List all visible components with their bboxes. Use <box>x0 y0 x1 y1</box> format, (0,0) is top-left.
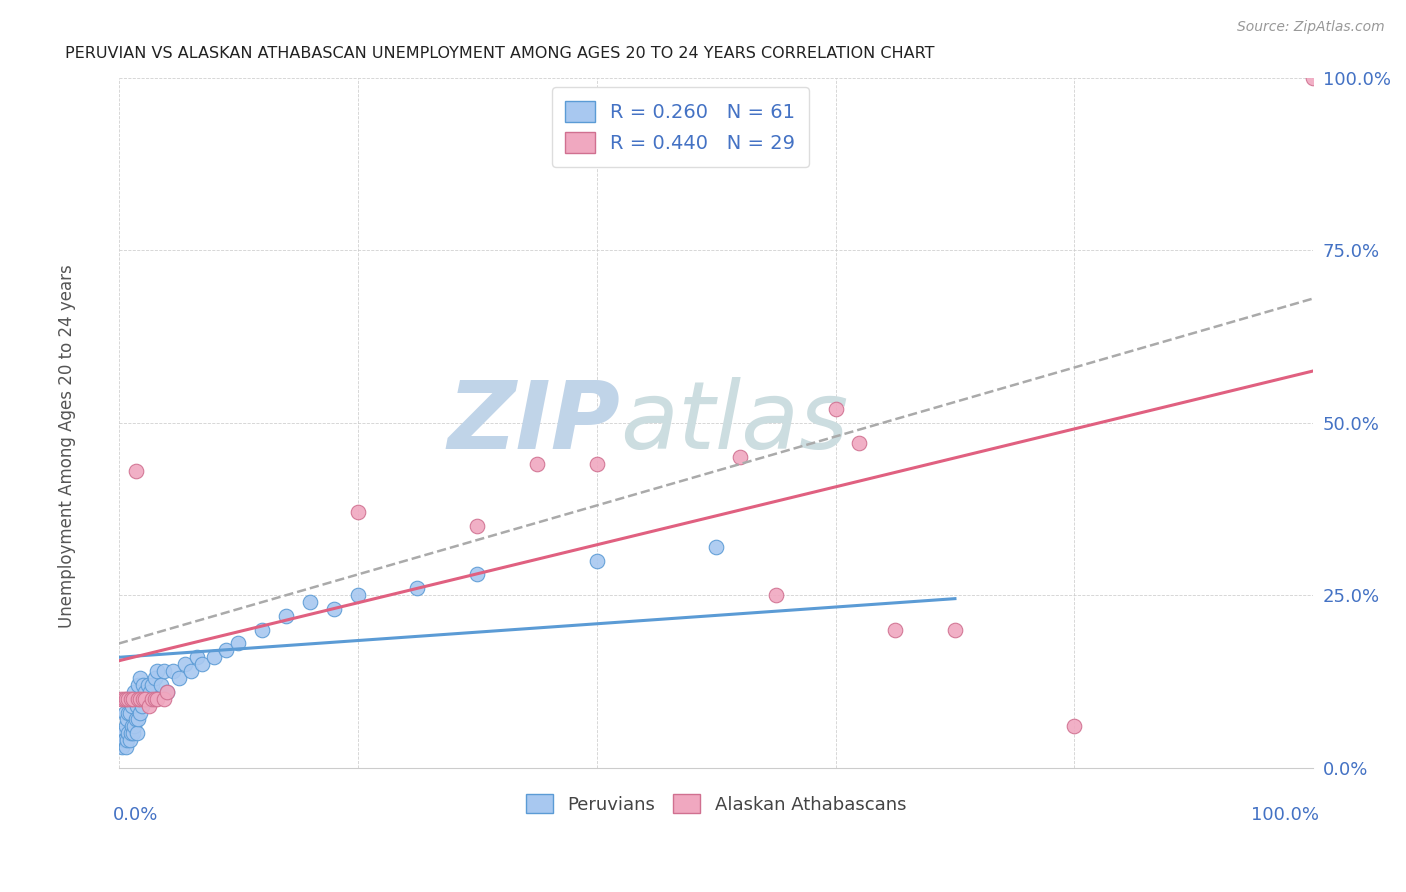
Point <box>131 698 153 713</box>
Point <box>1302 70 1324 85</box>
Point <box>115 713 138 727</box>
Text: 0.0%: 0.0% <box>112 805 159 823</box>
Point <box>191 657 214 672</box>
Point <box>226 636 249 650</box>
Point <box>132 678 155 692</box>
Point <box>134 691 156 706</box>
Point <box>406 582 429 596</box>
Point <box>204 650 226 665</box>
Point <box>127 713 149 727</box>
Point <box>167 671 190 685</box>
Point <box>146 691 169 706</box>
Point <box>117 706 139 720</box>
Point <box>156 685 179 699</box>
Point <box>120 726 142 740</box>
Point <box>112 733 135 747</box>
Point <box>120 691 142 706</box>
Point <box>127 691 149 706</box>
Point <box>129 671 152 685</box>
Point <box>765 588 787 602</box>
Point <box>173 657 195 672</box>
Point <box>132 691 155 706</box>
Point <box>141 691 163 706</box>
Point <box>274 608 297 623</box>
Point <box>110 726 132 740</box>
Point <box>125 726 148 740</box>
Text: 100.0%: 100.0% <box>1251 805 1319 823</box>
Point <box>298 595 321 609</box>
Point <box>143 671 166 685</box>
Point <box>121 719 143 733</box>
Point <box>153 691 176 706</box>
Point <box>215 643 238 657</box>
Point <box>884 623 907 637</box>
Text: atlas: atlas <box>620 377 849 468</box>
Point <box>132 691 155 706</box>
Point <box>118 733 141 747</box>
Point <box>346 505 368 519</box>
Point <box>146 664 169 678</box>
Point <box>129 691 152 706</box>
Point <box>139 685 162 699</box>
Point <box>1063 719 1085 733</box>
Point <box>124 719 146 733</box>
Point <box>136 678 159 692</box>
Text: PERUVIAN VS ALASKAN ATHABASCAN UNEMPLOYMENT AMONG AGES 20 TO 24 YEARS CORRELATIO: PERUVIAN VS ALASKAN ATHABASCAN UNEMPLOYM… <box>65 46 935 62</box>
Legend: Peruvians, Alaskan Athabascans: Peruvians, Alaskan Athabascans <box>519 787 914 821</box>
Point <box>346 588 368 602</box>
Point <box>124 464 146 478</box>
Point <box>143 691 166 706</box>
Point <box>122 691 145 706</box>
Point <box>114 733 136 747</box>
Point <box>125 698 148 713</box>
Point <box>704 540 727 554</box>
Point <box>121 698 143 713</box>
Point <box>465 567 488 582</box>
Point <box>585 457 607 471</box>
Point <box>124 685 146 699</box>
Point <box>138 691 160 706</box>
Point <box>118 706 141 720</box>
Point <box>128 691 150 706</box>
Point <box>138 698 160 713</box>
Point <box>186 650 208 665</box>
Text: Unemployment Among Ages 20 to 24 years: Unemployment Among Ages 20 to 24 years <box>59 264 76 628</box>
Point <box>112 691 135 706</box>
Point <box>141 678 163 692</box>
Point <box>526 457 548 471</box>
Point <box>122 691 145 706</box>
Point <box>110 691 132 706</box>
Point <box>728 450 751 465</box>
Point <box>124 713 146 727</box>
Point <box>127 678 149 692</box>
Point <box>322 602 344 616</box>
Point <box>156 685 179 699</box>
Point <box>122 726 145 740</box>
Point <box>153 664 176 678</box>
Point <box>115 739 138 754</box>
Text: ZIP: ZIP <box>447 376 620 468</box>
Point <box>117 726 139 740</box>
Text: Source: ZipAtlas.com: Source: ZipAtlas.com <box>1237 20 1385 34</box>
Point <box>465 519 488 533</box>
Point <box>824 401 846 416</box>
Point <box>117 691 139 706</box>
Point <box>115 733 138 747</box>
Point <box>134 685 156 699</box>
Point <box>135 691 157 706</box>
Point <box>149 678 172 692</box>
Point <box>943 623 966 637</box>
Point <box>250 623 273 637</box>
Point <box>129 706 152 720</box>
Point <box>120 691 142 706</box>
Point <box>114 706 136 720</box>
Point <box>162 664 184 678</box>
Point <box>180 664 202 678</box>
Point <box>111 739 134 754</box>
Point <box>848 436 870 450</box>
Point <box>115 691 138 706</box>
Point <box>115 719 138 733</box>
Point <box>585 554 607 568</box>
